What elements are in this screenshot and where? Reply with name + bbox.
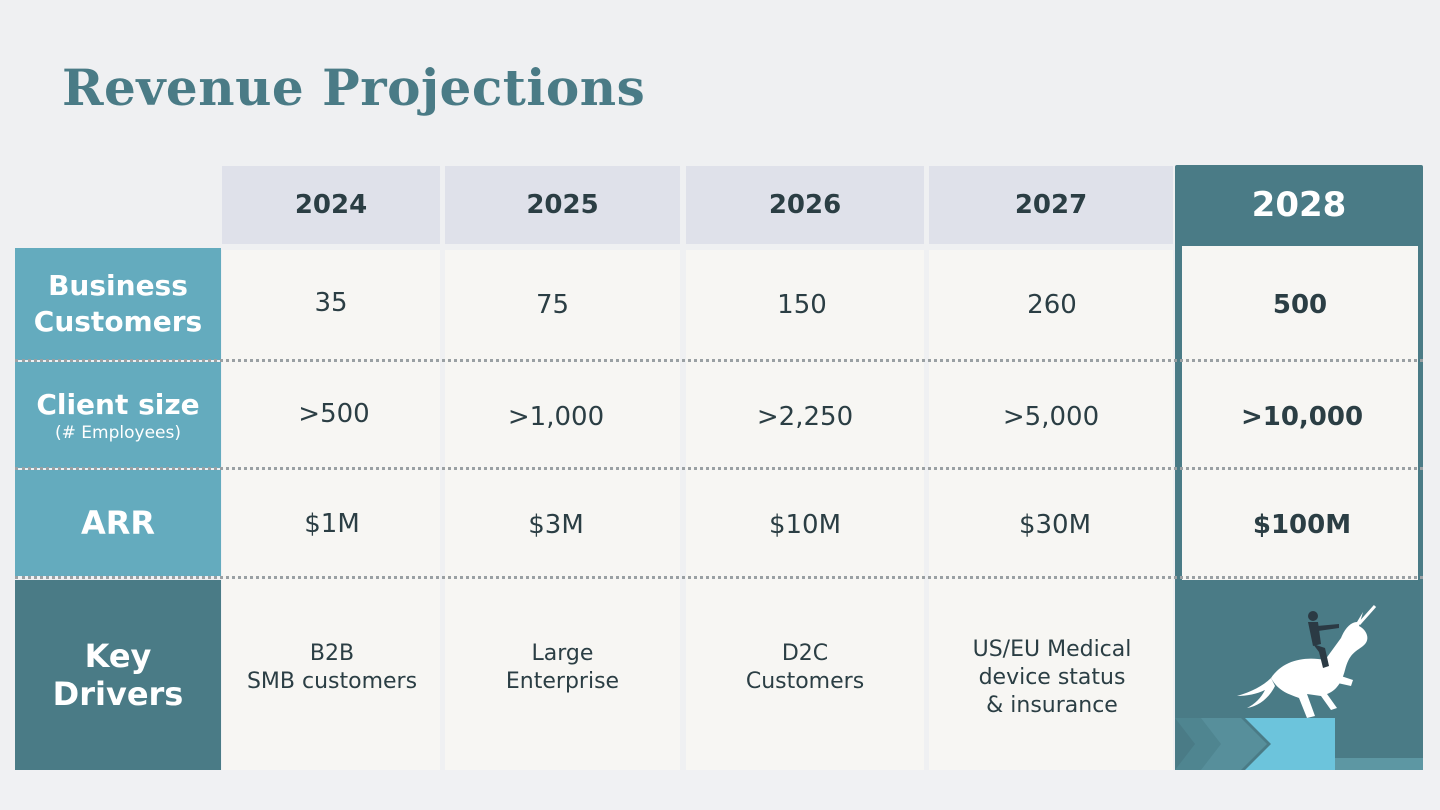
cell-client-size-2025: >1,000 — [507, 402, 605, 432]
cell-arr-2025: $3M — [528, 510, 584, 540]
cell-client-size-2028: >10,000 — [1240, 402, 1364, 432]
cell-driver-2027: US/EU Medical device status & insurance — [972, 637, 1132, 718]
rider-head — [1308, 611, 1318, 621]
row-label-business-customers: Business Customers — [15, 248, 221, 360]
cell-arr-2024: $1M — [304, 509, 360, 539]
row-separator — [15, 467, 1423, 470]
cell-arr-2028: $100M — [1252, 510, 1352, 540]
row-separator — [15, 359, 1423, 362]
column-bg-2025 — [445, 250, 680, 770]
arrow-shape — [1245, 718, 1335, 770]
rider-leg — [1313, 644, 1329, 668]
year-header-2028: 2028 — [1175, 165, 1423, 245]
cell-customers-2028: 500 — [1272, 290, 1328, 320]
cell-customers-2026: 150 — [777, 290, 827, 320]
unicorn-leg — [1333, 674, 1353, 686]
bottom-strip — [0, 770, 1440, 810]
unicorn-tail — [1237, 678, 1275, 708]
ground-block — [1335, 758, 1423, 770]
column-bg-2026 — [686, 250, 924, 770]
cell-driver-2024: B2B SMB customers — [246, 641, 418, 694]
year-header-2026: 2026 — [686, 166, 924, 244]
row-label-line: Business — [48, 269, 188, 302]
row-label-line: Customers — [33, 305, 203, 338]
cell-customers-2027: 260 — [1027, 290, 1077, 320]
cell-arr-2027: $30M — [1018, 510, 1092, 540]
year-header-2025: 2025 — [445, 166, 680, 244]
unicorn-horn — [1357, 605, 1377, 625]
cell-client-size-2026: >2,250 — [756, 402, 854, 432]
row-label-arr: ARR — [15, 470, 221, 576]
year-header-2027: 2027 — [929, 166, 1173, 244]
cell-customers-2025: 75 — [535, 290, 570, 320]
row-label-line: Client size — [36, 388, 200, 421]
year-header-2024: 2024 — [222, 166, 440, 244]
cell-customers-2024: 35 — [314, 288, 348, 318]
row-label-key-drivers: Key Drivers — [15, 580, 221, 770]
highlight-column-inner — [1182, 246, 1418, 580]
rider-body — [1308, 622, 1321, 646]
row-separator — [15, 576, 1423, 579]
cell-arr-2026: $10M — [768, 510, 842, 540]
cell-driver-2025: Large Enterprise — [505, 641, 620, 694]
arrow-shape — [1201, 718, 1267, 770]
row-label-line: ARR — [80, 504, 156, 542]
cell-client-size-2027: >5,000 — [1002, 402, 1100, 432]
cell-driver-2026: D2C Customers — [745, 641, 865, 694]
row-label-client-size: Client size (# Employees) — [15, 362, 221, 468]
row-label-line: Drivers — [52, 675, 184, 713]
page-title: Revenue Projections — [62, 58, 646, 117]
row-label-line: Key — [84, 637, 152, 675]
column-bg-2027 — [929, 250, 1173, 770]
unicorn-illustration — [1175, 605, 1423, 770]
column-bg-2024 — [222, 250, 440, 770]
cell-client-size-2024: >500 — [298, 399, 370, 429]
rider-arm — [1317, 624, 1339, 631]
unicorn-body — [1271, 612, 1368, 718]
row-sublabel: (# Employees) — [55, 423, 181, 443]
